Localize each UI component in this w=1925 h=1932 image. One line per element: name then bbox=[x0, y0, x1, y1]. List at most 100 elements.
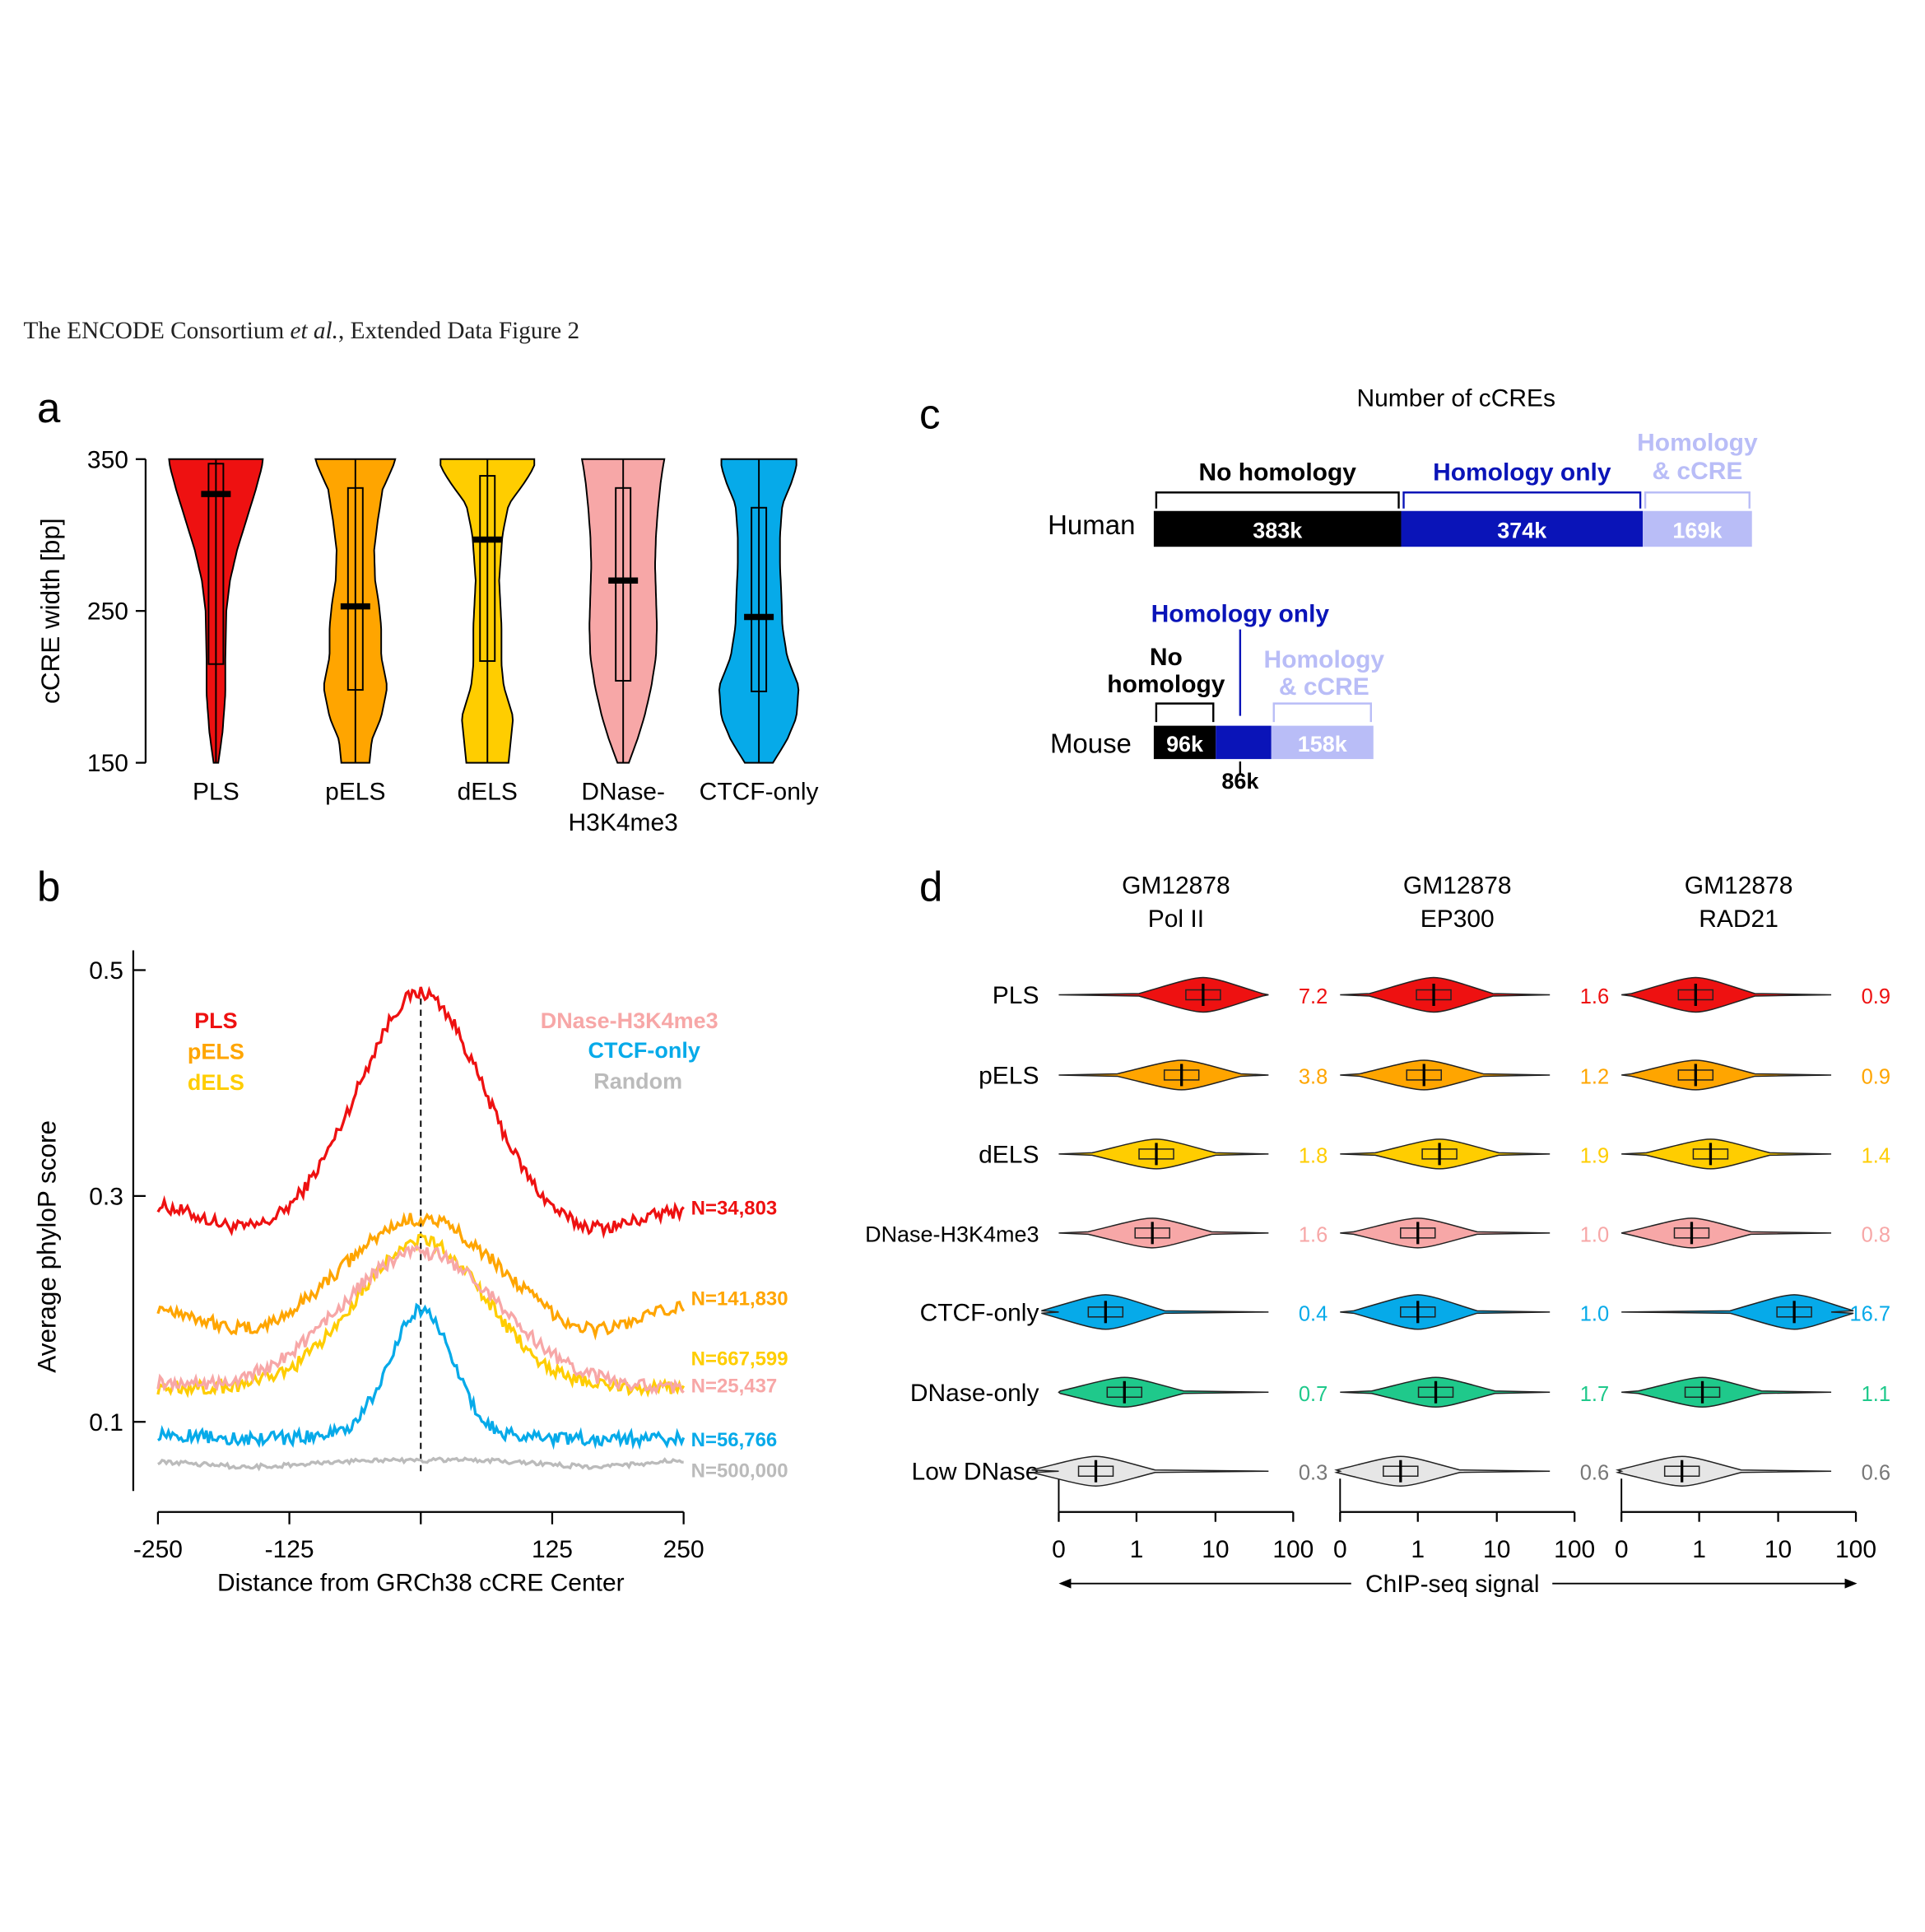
signal-arrow-left-head bbox=[1058, 1578, 1072, 1589]
y-tick-label: 0.3 bbox=[89, 1183, 123, 1210]
label-homology-ccre-human-1: Homology bbox=[1637, 429, 1758, 456]
bracket-human bbox=[1644, 491, 1751, 509]
label-no-homology-mouse-1: No bbox=[1150, 644, 1183, 671]
x-tick-label: 10 bbox=[1202, 1536, 1229, 1563]
median-value-dnase-only: 1.7 bbox=[1580, 1383, 1609, 1406]
y-tick-label: 350 bbox=[87, 446, 128, 473]
median-value-ctcf-only: 16.7 bbox=[1849, 1302, 1890, 1325]
violin-low-dnase bbox=[1031, 1455, 1269, 1487]
label-homology-only-mouse: Homology only bbox=[1151, 601, 1330, 628]
median-value-dels: 1.9 bbox=[1580, 1144, 1609, 1167]
x-tick-label: 100 bbox=[1835, 1536, 1876, 1563]
x-tick-label: 10 bbox=[1483, 1536, 1510, 1563]
median-value-dels: 1.8 bbox=[1299, 1144, 1328, 1167]
y-axis-label: cCRE width [bp] bbox=[36, 518, 65, 704]
n-label-random: N=500,000 bbox=[691, 1460, 788, 1483]
violin-pels bbox=[1621, 1059, 1832, 1091]
box-dels bbox=[479, 475, 496, 663]
legend-dels: dELS bbox=[188, 1070, 244, 1095]
violin-ctcf-only bbox=[1340, 1294, 1551, 1330]
label-homology-ccre-mouse-2: & cCRE bbox=[1279, 673, 1369, 701]
header-suffix: , Extended Data Figure 2 bbox=[337, 318, 580, 345]
n-label-pls: N=34,803 bbox=[691, 1198, 778, 1220]
median-value-dnase-h3k4me3: 1.6 bbox=[1299, 1223, 1328, 1246]
series-line-dnase-h3k4me3 bbox=[156, 1244, 685, 1396]
violin-dels bbox=[1058, 1138, 1269, 1170]
panel-b-line-chart: 0.5 0.3 0.1 -250 -125 125 250 Distance from GRC… bbox=[32, 950, 788, 1597]
row-label-pels: pELS bbox=[979, 1062, 1039, 1089]
n-label-dnase-h3k4me3: N=25,437 bbox=[691, 1375, 778, 1397]
y-tick-label: 150 bbox=[87, 750, 128, 777]
header-etal: et al. bbox=[290, 318, 338, 345]
x-tick-label: 100 bbox=[1272, 1536, 1314, 1563]
column-header-line2: RAD21 bbox=[1699, 905, 1779, 933]
column-header-line1: GM12878 bbox=[1685, 873, 1793, 900]
x-category-label: dELS bbox=[458, 779, 518, 806]
x-category-label: PLS bbox=[193, 779, 239, 806]
row-label-dnase-h3k4me3: DNase-H3K4me3 bbox=[865, 1222, 1039, 1246]
series-line-pels bbox=[156, 1212, 686, 1341]
label-homology-only-human: Homology only bbox=[1433, 459, 1611, 486]
label-no-homology-human: No homology bbox=[1198, 459, 1356, 486]
series-line-ctcf-only bbox=[157, 1302, 686, 1450]
violin-dnase-only bbox=[1058, 1376, 1269, 1408]
violin-dnase-only bbox=[1621, 1376, 1832, 1408]
y-tick-label: 0.1 bbox=[89, 1409, 123, 1436]
median-value-pls: 7.2 bbox=[1299, 985, 1328, 1008]
legend-ctcf-only: CTCF-only bbox=[588, 1038, 700, 1063]
bar-human-no-homology bbox=[1153, 510, 1402, 547]
violin-pels bbox=[1340, 1059, 1551, 1091]
x-category-label: H3K4me3 bbox=[569, 809, 678, 836]
legend-dnase-h3k4me3: DNase-H3K4me3 bbox=[541, 1008, 718, 1033]
violin-pls bbox=[1058, 976, 1269, 1013]
median-value-dels: 1.4 bbox=[1862, 1144, 1890, 1167]
row-label-ctcf-only: CTCF-only bbox=[920, 1299, 1039, 1326]
bar-human-homology-ccre bbox=[1643, 510, 1752, 547]
panel-c-bar-chart: Number of cCREs Human 383k 374k 169k No homol… bbox=[1048, 384, 1758, 794]
x-tick-label: 0 bbox=[1333, 1536, 1347, 1563]
violin-low-dnase bbox=[1334, 1455, 1551, 1487]
x-category-label: CTCF-only bbox=[700, 779, 819, 806]
bracket-human bbox=[1402, 491, 1642, 509]
y-tick-label: 250 bbox=[87, 598, 128, 626]
column-header-line2: EP300 bbox=[1421, 905, 1495, 933]
row-label-human: Human bbox=[1048, 510, 1135, 540]
x-tick-label: 100 bbox=[1554, 1536, 1595, 1563]
bar-mouse-homology-only bbox=[1216, 725, 1272, 760]
x-tick-label: -250 bbox=[133, 1536, 183, 1563]
x-category-label: pELS bbox=[325, 779, 385, 806]
x-tick-label: 1 bbox=[1411, 1536, 1425, 1563]
median-value-dnase-h3k4me3: 1.0 bbox=[1580, 1223, 1609, 1246]
panel-letter-c: c bbox=[919, 390, 940, 437]
n-label-ctcf-only: N=56,766 bbox=[691, 1429, 778, 1451]
header-prefix: The ENCODE Consortium bbox=[23, 318, 291, 345]
row-label-dnase-only: DNase-only bbox=[910, 1380, 1039, 1407]
legend-pls: PLS bbox=[194, 1008, 237, 1033]
x-axis-label: ChIP-seq signal bbox=[1365, 1571, 1540, 1598]
x-tick-label: 0 bbox=[1052, 1536, 1066, 1563]
median-value-low-dnase: 0.6 bbox=[1862, 1462, 1890, 1485]
box-pels bbox=[346, 486, 364, 691]
bar-mouse-no-homology bbox=[1153, 725, 1216, 760]
row-label-low-dnase: Low DNase bbox=[912, 1459, 1039, 1486]
median-value-low-dnase: 0.6 bbox=[1580, 1462, 1609, 1485]
violin-low-dnase bbox=[1615, 1455, 1832, 1487]
violin-dnase-h3k4me3 bbox=[1340, 1217, 1551, 1249]
violin-dnase-h3k4me3 bbox=[1621, 1217, 1832, 1249]
n-label-dels: N=667,599 bbox=[691, 1348, 788, 1370]
median-value-ctcf-only: 0.4 bbox=[1299, 1302, 1328, 1325]
panel-letter-a: a bbox=[37, 384, 61, 431]
label-homology-ccre-human-2: & cCRE bbox=[1652, 458, 1742, 485]
violin-dnase-only bbox=[1340, 1376, 1551, 1408]
median-value-dnase-h3k4me3: 0.8 bbox=[1862, 1223, 1890, 1246]
bar-label-human: 383k bbox=[1253, 519, 1303, 543]
row-label-pls: PLS bbox=[993, 982, 1039, 1009]
bar-label-human: 374k bbox=[1497, 519, 1547, 543]
x-tick-label: 10 bbox=[1765, 1536, 1792, 1563]
bracket-human bbox=[1155, 491, 1400, 509]
row-label-mouse: Mouse bbox=[1050, 729, 1132, 759]
x-tick-label: 1 bbox=[1692, 1536, 1706, 1563]
bar-label-mouse: 96k bbox=[1166, 732, 1204, 757]
